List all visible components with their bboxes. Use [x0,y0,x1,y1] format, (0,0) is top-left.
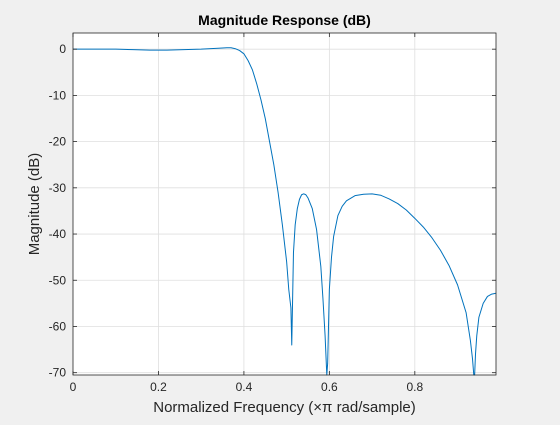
grid-lines [73,33,496,375]
x-tick-label: 0.8 [406,380,423,394]
magnitude-response-line [73,47,497,376]
y-tick-label: -50 [49,273,67,287]
x-tick-label: 0 [70,380,77,394]
plot-area [73,33,496,375]
x-axis-ticks: 0 0.2 0.4 0.6 0.8 [70,33,423,394]
series-group [73,47,497,376]
y-axis-title: Magnitude (dB) [26,153,43,256]
y-tick-label: -40 [49,227,67,241]
x-tick-label: 0.6 [321,380,338,394]
y-tick-label: -60 [49,319,67,333]
y-tick-label: -30 [49,181,67,195]
x-tick-label: 0.2 [150,380,167,394]
y-tick-label: -20 [49,135,67,149]
y-tick-label: -10 [49,88,67,102]
y-axis-ticks: 0 -10 -20 -30 -40 -50 -60 -70 [49,42,496,380]
y-tick-label: 0 [59,42,66,56]
x-axis-title: Normalized Frequency (×π rad/sample) [153,399,416,416]
y-tick-label: -70 [49,366,67,380]
chart-title: Magnitude Response (dB) [198,12,371,28]
plot-box [72,32,497,376]
x-tick-label: 0.4 [236,380,253,394]
